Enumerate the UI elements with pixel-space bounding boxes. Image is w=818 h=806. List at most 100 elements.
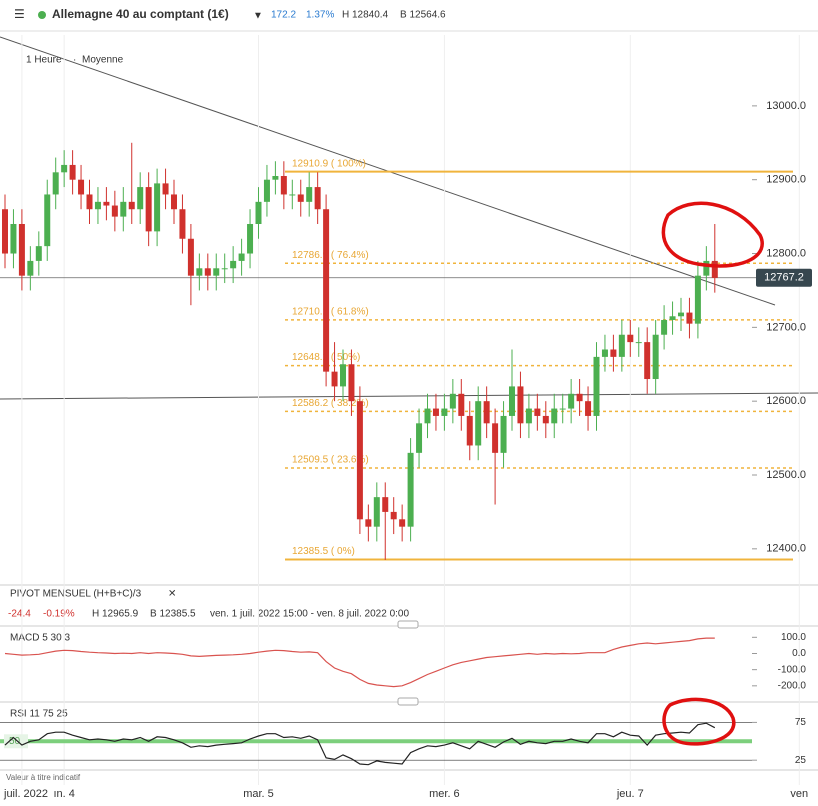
candle-body — [204, 268, 211, 276]
pivot-period: ven. 1 juil. 2022 15:00 - ven. 8 juil. 2… — [210, 609, 409, 620]
candle-body — [94, 201, 101, 210]
candle-body — [373, 497, 380, 527]
candle-body — [365, 519, 372, 527]
y-tick-label: -100.0 — [778, 664, 807, 675]
candle-body — [627, 334, 634, 343]
candle-body — [509, 386, 515, 416]
change: 172.2 — [271, 10, 296, 21]
x-tick-label: juil. 2022 — [3, 788, 48, 800]
candle-body — [694, 275, 701, 324]
candle-body — [221, 268, 228, 270]
candle-body — [171, 194, 177, 210]
y-tick-label: 13000.0 — [766, 100, 806, 112]
interval[interactable]: 1 Heure — [26, 55, 62, 66]
candle-body — [280, 176, 287, 195]
candle-body — [247, 223, 254, 254]
y-tick-label: 12400.0 — [766, 543, 806, 555]
candle-body — [678, 312, 684, 317]
candle-body — [652, 334, 659, 380]
candle-body — [314, 187, 321, 210]
candle-body — [585, 401, 592, 416]
indicator-line — [4, 637, 715, 688]
pivot-low: B 12385.5 — [150, 609, 196, 620]
x-tick-label: mer. 6 — [429, 788, 460, 800]
fib-label: 12586.2 ( 38.2%) — [292, 398, 369, 409]
candle-body — [399, 519, 406, 527]
candle-body — [703, 260, 710, 276]
plot-layer: juil. 2022 ın. 4 mar. 5 mer. 6 jeu. 7 ven 1240… — [0, 35, 812, 800]
annotation-circle — [662, 697, 736, 746]
candle-body — [289, 194, 296, 196]
fib-label: 12385.5 ( 0%) — [292, 546, 355, 557]
candle-body — [238, 253, 245, 261]
candle-body — [610, 349, 617, 357]
candle-body — [44, 194, 51, 247]
candle-body — [297, 194, 304, 202]
high: H 12840.4 — [342, 10, 389, 21]
resize-handle[interactable] — [397, 697, 419, 706]
candle-body — [534, 408, 541, 416]
candle-body — [644, 342, 651, 380]
status-dot — [38, 11, 46, 19]
candle-body — [407, 452, 414, 527]
fib-label: 12910.9 ( 100%) — [292, 158, 366, 169]
candle-body — [162, 183, 169, 195]
candle-body — [356, 401, 363, 520]
y-tick-label: 12600.0 — [766, 395, 806, 407]
pivot-change: -24.4 — [8, 609, 31, 620]
candle-body — [466, 415, 473, 446]
pivot-high: H 12965.9 — [92, 609, 139, 620]
candle-body — [458, 393, 465, 416]
candle-body — [86, 194, 93, 210]
y-tick-label: 25 — [795, 755, 807, 766]
candle-body — [500, 415, 507, 453]
note: Valeur à titre indicatif — [6, 773, 81, 782]
y-tick-label: 75 — [795, 717, 807, 728]
chart-style[interactable]: Moyenne — [82, 55, 124, 66]
separator-dot: · — [73, 55, 76, 66]
candle-body — [272, 176, 279, 180]
candle-body — [263, 179, 270, 202]
candle-body — [475, 401, 482, 446]
candle-body — [145, 187, 152, 232]
current-price: 12767.2 — [764, 272, 804, 284]
candle-body — [711, 260, 718, 278]
y-tick-label: 0.0 — [792, 648, 806, 659]
close-icon[interactable]: ✕ — [168, 589, 176, 600]
rsi-title: RSI 11 75 25 — [10, 709, 68, 720]
instrument-title[interactable]: Allemagne 40 au comptant (1€) — [52, 7, 229, 21]
candle-body — [137, 187, 144, 210]
resize-handle[interactable] — [397, 620, 419, 629]
candle-body — [432, 408, 439, 416]
candle-body — [61, 164, 68, 173]
candle-body — [10, 223, 17, 254]
candle-body — [179, 209, 186, 239]
candle-body — [27, 260, 34, 276]
candle-body — [2, 209, 8, 254]
fib-label: 12786.9 ( 76.4%) — [292, 250, 369, 261]
candle-body — [128, 201, 135, 210]
dropdown-caret[interactable]: ▼ — [253, 11, 263, 22]
annotation-circle — [661, 201, 764, 268]
candle-body — [187, 238, 194, 276]
candle-body — [492, 423, 499, 453]
candle-body — [669, 316, 676, 320]
candle-body — [306, 187, 313, 202]
candle-body — [230, 260, 237, 269]
candle-body — [525, 408, 532, 424]
candle-body — [340, 364, 346, 387]
change-pct: 1.37% — [306, 10, 334, 21]
price-badge — [756, 268, 812, 287]
candle-body — [542, 415, 549, 424]
candle-body — [686, 312, 693, 324]
candle-body — [69, 164, 76, 180]
x-tick-label: jeu. 7 — [616, 788, 644, 800]
candle-body — [416, 423, 423, 453]
candle-body — [331, 371, 338, 387]
menu-icon[interactable]: ☰ — [14, 7, 25, 21]
y-tick-label: 12500.0 — [766, 469, 806, 481]
candle-body — [441, 408, 448, 416]
candle-body — [661, 319, 668, 335]
